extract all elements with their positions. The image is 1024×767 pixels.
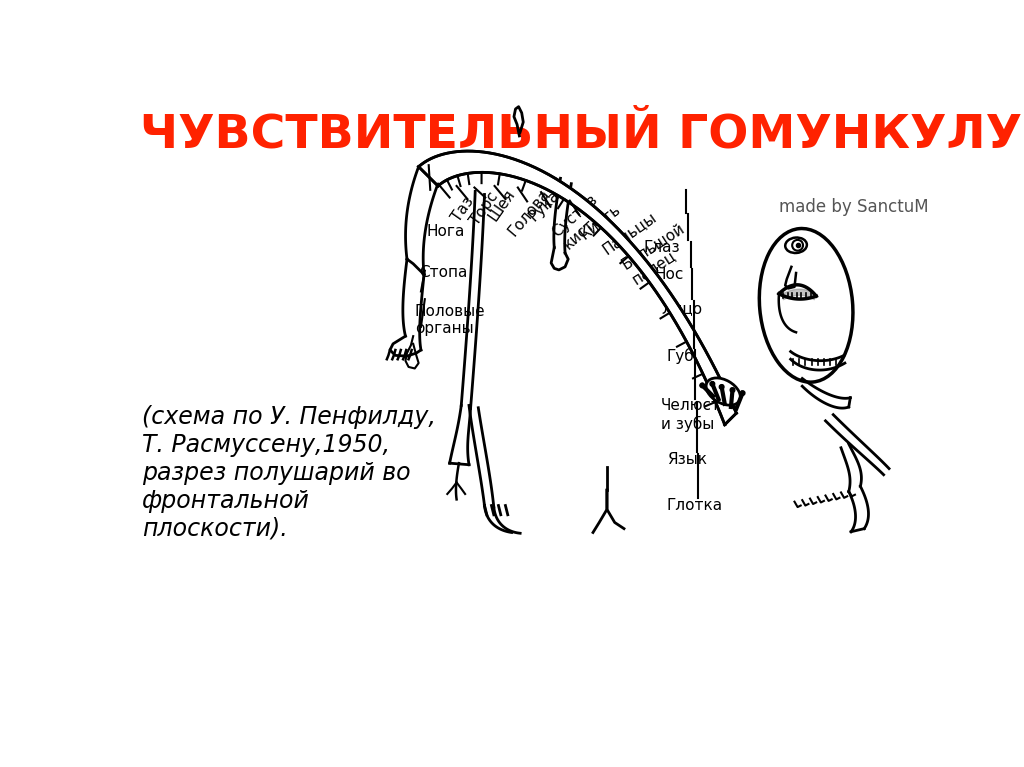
Circle shape — [700, 383, 705, 388]
Text: Губы: Губы — [667, 347, 707, 364]
Text: Шея: Шея — [485, 186, 517, 224]
Ellipse shape — [760, 229, 853, 382]
Text: Нога: Нога — [426, 225, 465, 239]
Text: Лицо: Лицо — [662, 301, 702, 317]
Text: made by SanctuM: made by SanctuM — [779, 198, 929, 216]
Text: Таз: Таз — [450, 194, 477, 224]
Text: Сустав
кисти: Сустав кисти — [549, 192, 611, 252]
Circle shape — [740, 391, 744, 396]
Ellipse shape — [707, 378, 740, 405]
Text: Стопа: Стопа — [419, 265, 467, 279]
Text: Пальцы: Пальцы — [599, 209, 658, 257]
Text: Торс: Торс — [467, 189, 501, 228]
Text: Большой
палец: Большой палец — [620, 221, 697, 287]
Polygon shape — [419, 151, 736, 425]
Text: Язык: Язык — [667, 452, 707, 466]
Text: Голова: Голова — [506, 186, 553, 239]
Text: Глотка: Глотка — [667, 498, 723, 513]
Text: (схема по У. Пенфилду,
Т. Расмуссену,1950,
разрез полушарий во
фронтальной
плоск: (схема по У. Пенфилду, Т. Расмуссену,195… — [142, 406, 436, 541]
Text: Рука: Рука — [526, 187, 563, 224]
Ellipse shape — [785, 238, 807, 253]
Circle shape — [719, 384, 724, 390]
Text: Кисть: Кисть — [578, 202, 624, 242]
Text: Нос: Нос — [655, 267, 684, 281]
Text: Глаз: Глаз — [643, 240, 680, 255]
Text: ЧУВСТВИТЕЛЬНЫЙ ГОМУНКУЛУС: ЧУВСТВИТЕЛЬНЫЙ ГОМУНКУЛУС — [139, 113, 1024, 158]
Text: Челюсть
и зубы: Челюсть и зубы — [662, 398, 730, 432]
Text: Половые
органы: Половые органы — [415, 304, 485, 336]
Circle shape — [793, 240, 803, 251]
Circle shape — [710, 381, 715, 386]
Circle shape — [730, 388, 735, 393]
